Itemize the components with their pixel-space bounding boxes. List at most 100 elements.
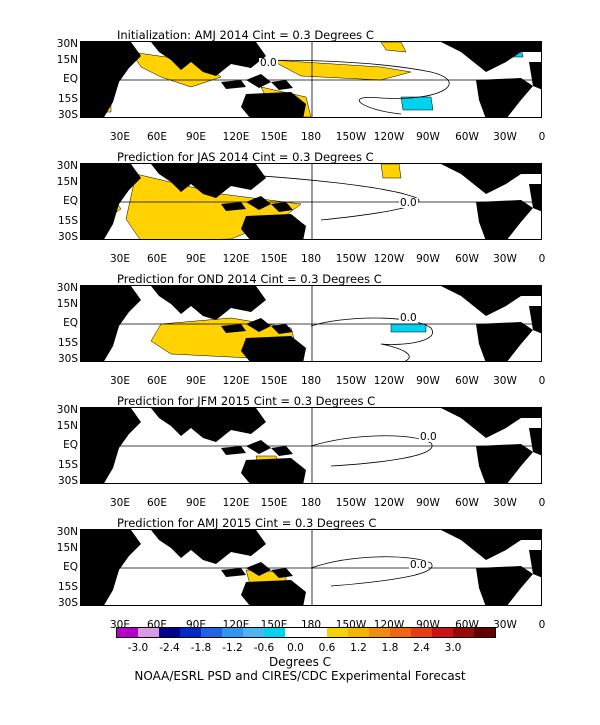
panel-title: Prediction for JAS 2014 Cint = 0.3 Degre…	[117, 150, 374, 164]
land-mass	[151, 408, 266, 442]
panel-title: Initialization: AMJ 2014 Cint = 0.3 Degr…	[117, 28, 374, 42]
anomaly-region	[270, 59, 412, 81]
land-mass	[221, 80, 246, 89]
credit-line: NOAA/ESRL PSD and CIRES/CDC Experimental…	[134, 669, 466, 683]
colorbar-tick: 1.2	[350, 642, 367, 654]
lat-label: 15S	[57, 459, 78, 471]
contour-label: 0.0	[399, 197, 418, 209]
lon-label: 30W	[493, 497, 517, 509]
panel-title: Prediction for JFM 2015 Cint = 0.3 Degre…	[117, 394, 376, 408]
colorbar-units: Degrees C	[268, 655, 332, 669]
land-mass	[221, 324, 246, 333]
land-mass	[271, 568, 293, 578]
lat-label: 30S	[57, 475, 78, 487]
lon-label: 120W	[373, 375, 405, 387]
lat-label: 30N	[56, 282, 78, 294]
colorbar	[116, 627, 496, 638]
lon-label: 180	[300, 497, 322, 509]
lon-label: 60E	[147, 253, 167, 265]
contour-label: 0.0	[259, 57, 278, 69]
contour-label: 0.0	[409, 559, 428, 571]
lat-label: 15N	[56, 298, 78, 310]
lat-label: EQ	[63, 195, 78, 207]
land-mass	[529, 428, 541, 456]
lon-label: 30E	[110, 253, 130, 265]
land-mass	[221, 202, 246, 211]
lon-label: 150E	[260, 375, 288, 387]
contour-label: 0.0	[419, 431, 438, 443]
lon-label: 150W	[335, 131, 367, 143]
lon-label: 90W	[416, 253, 440, 265]
lon-label: 180	[300, 131, 322, 143]
forecast-panel: Prediction for JAS 2014 Cint = 0.3 Degre…	[0, 150, 600, 270]
colorbar-tick: -3.0	[127, 642, 149, 654]
colorbar-swatch	[369, 628, 390, 637]
land-mass	[246, 440, 271, 454]
land-mass	[529, 550, 541, 578]
colorbar-tick: 2.4	[413, 642, 430, 654]
anomaly-region	[390, 323, 427, 333]
anomaly-region	[380, 164, 402, 179]
lat-label: EQ	[63, 561, 78, 573]
lon-label: 60W	[455, 497, 479, 509]
land-mass	[271, 202, 293, 212]
colorbar-swatch	[243, 628, 264, 637]
colorbar-tick: 3.0	[444, 642, 462, 654]
lon-label: 120W	[373, 497, 405, 509]
lon-label: 30W	[493, 375, 517, 387]
colorbar-swatch	[201, 628, 222, 637]
colorbar-swatch	[327, 628, 348, 637]
zero-contour	[230, 173, 420, 221]
lon-label: 90W	[416, 497, 440, 509]
colorbar-swatch	[138, 628, 159, 637]
lon-label: 150E	[260, 131, 288, 143]
land-mass	[246, 74, 271, 88]
land-mass	[81, 286, 141, 361]
lon-label: 0	[538, 497, 546, 509]
colorbar-swatch	[180, 628, 201, 637]
lon-label: 90E	[186, 497, 206, 509]
colorbar-tick: -0.6	[253, 642, 275, 654]
lon-label: 60W	[455, 375, 479, 387]
land-mass	[246, 562, 271, 576]
land-mass	[81, 530, 141, 605]
lon-label: 150E	[260, 497, 288, 509]
colorbar-swatch	[264, 628, 285, 637]
land-mass	[151, 42, 266, 76]
sst-anomaly-map: 0.0	[80, 285, 542, 362]
colorbar-swatch	[285, 628, 306, 637]
land-mass	[81, 164, 141, 239]
panel-title: Prediction for AMJ 2015 Cint = 0.3 Degre…	[117, 516, 377, 530]
lon-label: 90E	[186, 131, 206, 143]
lat-label: 15N	[56, 54, 78, 66]
land-mass	[151, 164, 266, 198]
colorbar-swatch	[222, 628, 243, 637]
lat-label: EQ	[63, 73, 78, 85]
forecast-panel: Initialization: AMJ 2014 Cint = 0.3 Degr…	[0, 28, 600, 148]
lon-label: 120E	[222, 253, 250, 265]
land-mass	[246, 196, 271, 210]
land-mass	[476, 322, 533, 361]
land-mass	[529, 62, 541, 90]
lon-label: 30W	[493, 619, 517, 631]
land-mass	[529, 184, 541, 212]
land-mass	[246, 318, 271, 332]
contour-label: 0.0	[399, 312, 418, 324]
lon-label: 150W	[335, 253, 367, 265]
lon-label: 30E	[110, 375, 130, 387]
lon-label: 60E	[147, 375, 167, 387]
colorbar-swatch	[306, 628, 327, 637]
forecast-panel: Prediction for JFM 2015 Cint = 0.3 Degre…	[0, 394, 600, 514]
land-mass	[241, 580, 306, 605]
land-mass	[151, 530, 266, 564]
lon-label: 180	[300, 375, 322, 387]
land-mass	[476, 444, 533, 483]
land-mass	[221, 446, 246, 455]
lon-label: 0	[538, 253, 546, 265]
lat-label: EQ	[63, 439, 78, 451]
lat-label: 30N	[56, 526, 78, 538]
lon-label: 150W	[335, 375, 367, 387]
land-mass	[271, 446, 293, 456]
lon-label: 120E	[222, 497, 250, 509]
lat-label: 15S	[57, 215, 78, 227]
